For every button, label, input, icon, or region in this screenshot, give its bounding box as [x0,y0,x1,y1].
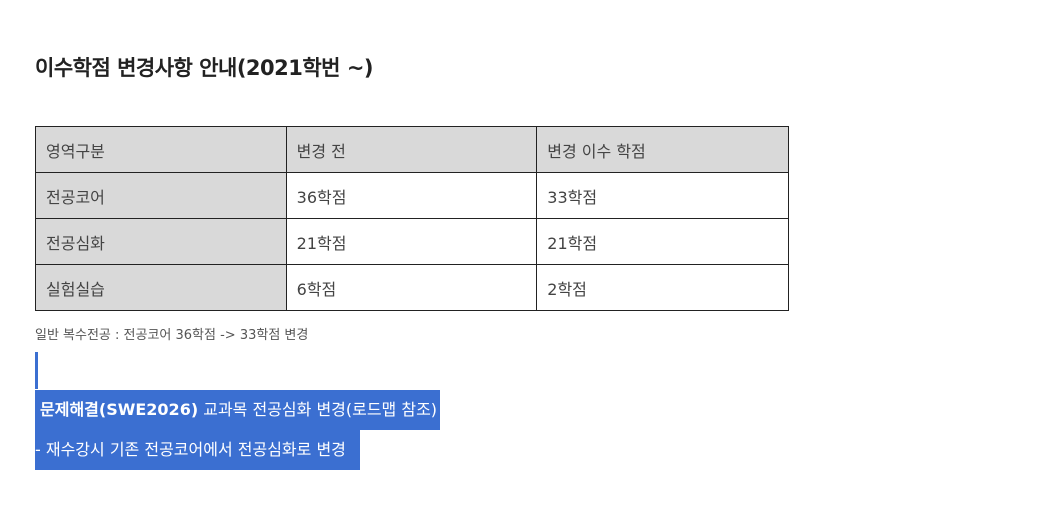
credits-table: 영역구분 변경 전 변경 이수 학점 전공코어 36학점 33학점 전공심화 2… [35,126,789,311]
cell-area: 전공심화 [35,218,287,265]
cell-before: 36학점 [285,172,538,219]
cell-after: 21학점 [536,218,789,265]
cell-before: 21학점 [285,218,538,265]
table-row: 실험실습 6학점 2학점 [35,264,789,311]
course-name: 문제해결(SWE2026) [40,400,199,419]
column-header-after: 변경 이수 학점 [536,126,789,173]
column-header-before: 변경 전 [285,126,538,173]
cell-after: 33학점 [536,172,789,219]
table-row: 전공심화 21학점 21학점 [35,218,789,265]
table-row: 전공코어 36학점 33학점 [35,172,789,219]
double-major-note: 일반 복수전공 : 전공코어 36학점 -> 33학점 변경 [35,328,309,343]
highlight-bar [35,352,38,389]
cell-area: 전공코어 [35,172,287,219]
course-change-text: 교과목 전공심화 변경(로드맵 참조) [198,400,438,419]
highlight-line-retake: - 재수강시 기존 전공코어에서 전공심화로 변경 [35,430,360,470]
page-title: 이수학점 변경사항 안내(2021학번 ~) [35,56,374,80]
cell-before: 6학점 [285,264,538,311]
cell-area: 실험실습 [35,264,287,311]
table-header-row: 영역구분 변경 전 변경 이수 학점 [35,126,789,173]
cell-after: 2학점 [536,264,789,311]
column-header-area: 영역구분 [35,126,287,173]
highlight-line-course-change: 문제해결(SWE2026) 교과목 전공심화 변경(로드맵 참조) [35,390,440,430]
